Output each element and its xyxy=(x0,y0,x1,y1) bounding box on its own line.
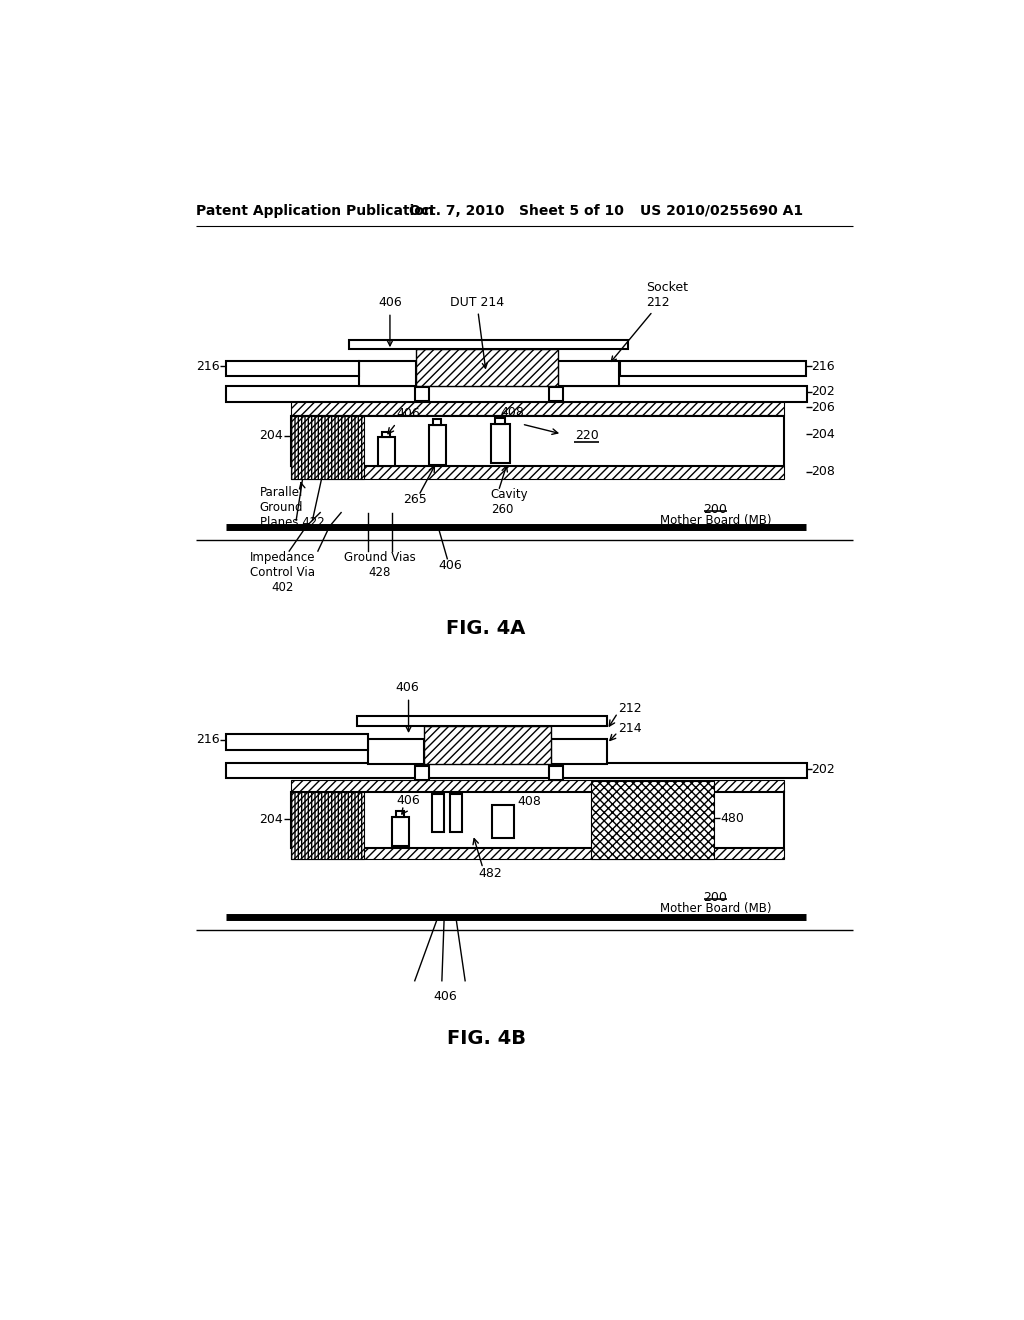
Text: Socket
212: Socket 212 xyxy=(611,281,688,362)
Bar xyxy=(349,341,628,350)
Bar xyxy=(291,792,365,859)
Text: 482: 482 xyxy=(479,867,503,880)
Text: DUT 214: DUT 214 xyxy=(450,296,504,368)
Text: Cavity
260: Cavity 260 xyxy=(490,488,528,516)
Text: 408: 408 xyxy=(500,405,524,418)
Text: 406: 406 xyxy=(395,681,419,694)
Bar xyxy=(382,432,390,437)
Bar xyxy=(291,792,365,859)
Text: 406: 406 xyxy=(378,296,401,309)
Text: 216: 216 xyxy=(196,360,219,372)
Bar xyxy=(225,734,369,750)
Bar xyxy=(225,763,807,779)
Text: 216: 216 xyxy=(196,733,219,746)
Bar xyxy=(549,387,563,401)
Text: 216: 216 xyxy=(812,360,836,372)
Text: Mother Board (MB): Mother Board (MB) xyxy=(659,515,771,527)
Text: FIG. 4B: FIG. 4B xyxy=(446,1028,525,1048)
Bar xyxy=(549,766,563,780)
Text: 406: 406 xyxy=(434,990,458,1003)
Bar xyxy=(291,416,365,479)
Bar xyxy=(621,360,806,376)
Bar xyxy=(291,466,783,479)
Text: 204: 204 xyxy=(259,429,283,442)
Text: 406: 406 xyxy=(396,793,421,807)
Bar xyxy=(433,420,441,425)
Bar xyxy=(496,418,506,424)
Text: Impedance
Control Via
402: Impedance Control Via 402 xyxy=(250,552,315,594)
Text: 208: 208 xyxy=(812,465,836,478)
Text: 406: 406 xyxy=(438,558,462,572)
Text: 406: 406 xyxy=(396,407,420,420)
Text: US 2010/0255690 A1: US 2010/0255690 A1 xyxy=(640,203,803,218)
Text: 265: 265 xyxy=(402,494,427,507)
Bar xyxy=(291,416,365,479)
Bar xyxy=(417,348,558,385)
Text: 204: 204 xyxy=(259,813,283,825)
Text: 212: 212 xyxy=(617,702,641,715)
Bar xyxy=(558,360,618,385)
Bar xyxy=(432,793,444,832)
Bar xyxy=(369,739,424,764)
Text: Oct. 7, 2010   Sheet 5 of 10: Oct. 7, 2010 Sheet 5 of 10 xyxy=(409,203,624,218)
Bar xyxy=(424,726,551,764)
Text: 408: 408 xyxy=(517,795,541,808)
Bar xyxy=(291,847,783,859)
Bar xyxy=(291,792,783,847)
Bar xyxy=(391,817,409,846)
Text: 200: 200 xyxy=(703,891,727,904)
Bar xyxy=(356,715,607,726)
Bar xyxy=(429,425,445,465)
Text: Ground Vias
428: Ground Vias 428 xyxy=(344,552,416,579)
Text: 200: 200 xyxy=(703,503,727,516)
Bar xyxy=(551,739,607,764)
Bar xyxy=(225,387,807,401)
Bar xyxy=(415,766,429,780)
Text: 202: 202 xyxy=(812,385,836,399)
Text: Mother Board (MB): Mother Board (MB) xyxy=(659,903,771,915)
Text: Parallel
Ground
Planes 422: Parallel Ground Planes 422 xyxy=(260,486,325,528)
Bar xyxy=(291,416,783,466)
Bar xyxy=(225,360,359,376)
Text: 214: 214 xyxy=(617,722,641,735)
Text: Patent Application Publication: Patent Application Publication xyxy=(197,203,434,218)
Text: 202: 202 xyxy=(812,763,836,776)
Bar xyxy=(450,793,462,832)
Text: 220: 220 xyxy=(574,429,599,442)
Bar xyxy=(291,403,783,414)
Bar xyxy=(493,805,514,838)
Text: 206: 206 xyxy=(812,400,836,413)
Text: 480: 480 xyxy=(720,812,744,825)
Text: 204: 204 xyxy=(812,428,836,441)
Bar xyxy=(291,780,783,792)
Bar xyxy=(396,812,403,817)
Bar xyxy=(359,360,417,385)
Bar xyxy=(592,780,714,859)
Text: FIG. 4A: FIG. 4A xyxy=(446,619,525,638)
Bar xyxy=(415,387,429,401)
Bar xyxy=(378,437,394,466)
Bar xyxy=(490,424,510,462)
